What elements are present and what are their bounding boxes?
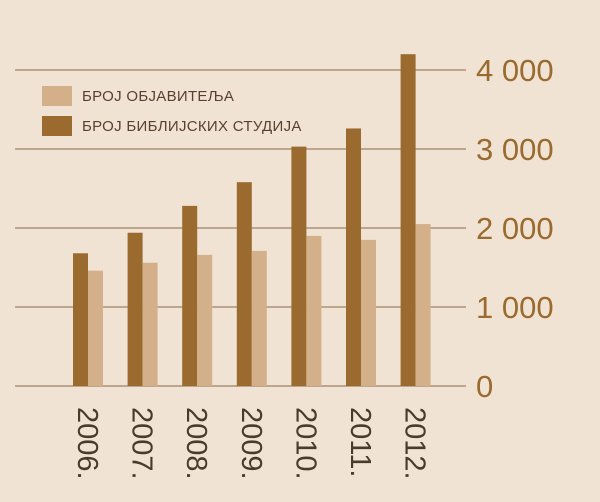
- x-axis-labels: 2006. 2007. 2008. 2009. 2010. 2011. 2012.: [71, 407, 431, 480]
- legend: БРОЈ ОБЈАВИТЕЉА БРОЈ БИБЛИЈСКИХ СТУДИЈА: [42, 86, 302, 136]
- bar-bible-studies-3: [236, 182, 252, 386]
- x-tick-label-3: 2009.: [235, 407, 267, 480]
- legend-swatch-publishers: [42, 86, 72, 106]
- bar-publishers-4: [306, 235, 322, 386]
- legend-label-publishers: БРОЈ ОБЈАВИТЕЉА: [82, 88, 234, 105]
- bar-publishers-2: [197, 254, 213, 386]
- y-tick-label-2: 2 000: [476, 211, 554, 246]
- bar-bible-studies-5: [346, 128, 361, 386]
- x-tick-label-5: 2011.: [344, 407, 376, 477]
- x-tick-label-1: 2007.: [126, 407, 158, 480]
- y-tick-label-1: 1 000: [476, 290, 554, 325]
- x-tick-label-4: 2010.: [289, 407, 321, 480]
- x-tick-label-0: 2006.: [71, 407, 103, 480]
- bar-bible-studies-0: [73, 253, 88, 386]
- y-tick-label-4: 4 000: [476, 53, 554, 88]
- bar-publishers-0: [88, 270, 103, 386]
- bars: [73, 54, 431, 386]
- bar-publishers-1: [142, 262, 158, 386]
- y-tick-label-0: 0: [476, 369, 493, 404]
- legend-label-bible-studies: БРОЈ БИБЛИЈСКИХ СТУДИЈА: [82, 118, 302, 135]
- bar-publishers-6: [415, 224, 431, 386]
- y-axis-labels: 0 1 000 2 000 3 000 4 000: [476, 53, 554, 404]
- bar-publishers-3: [251, 250, 267, 386]
- legend-swatch-bible-studies: [42, 116, 72, 136]
- x-tick-label-2: 2008.: [180, 407, 212, 480]
- bar-bible-studies-1: [127, 232, 143, 386]
- y-tick-label-3: 3 000: [476, 132, 554, 167]
- bar-publishers-5: [361, 239, 376, 386]
- bar-bible-studies-4: [291, 146, 307, 386]
- bar-bible-studies-2: [182, 205, 198, 386]
- x-tick-label-6: 2012.: [399, 407, 431, 480]
- bar-bible-studies-6: [400, 54, 416, 386]
